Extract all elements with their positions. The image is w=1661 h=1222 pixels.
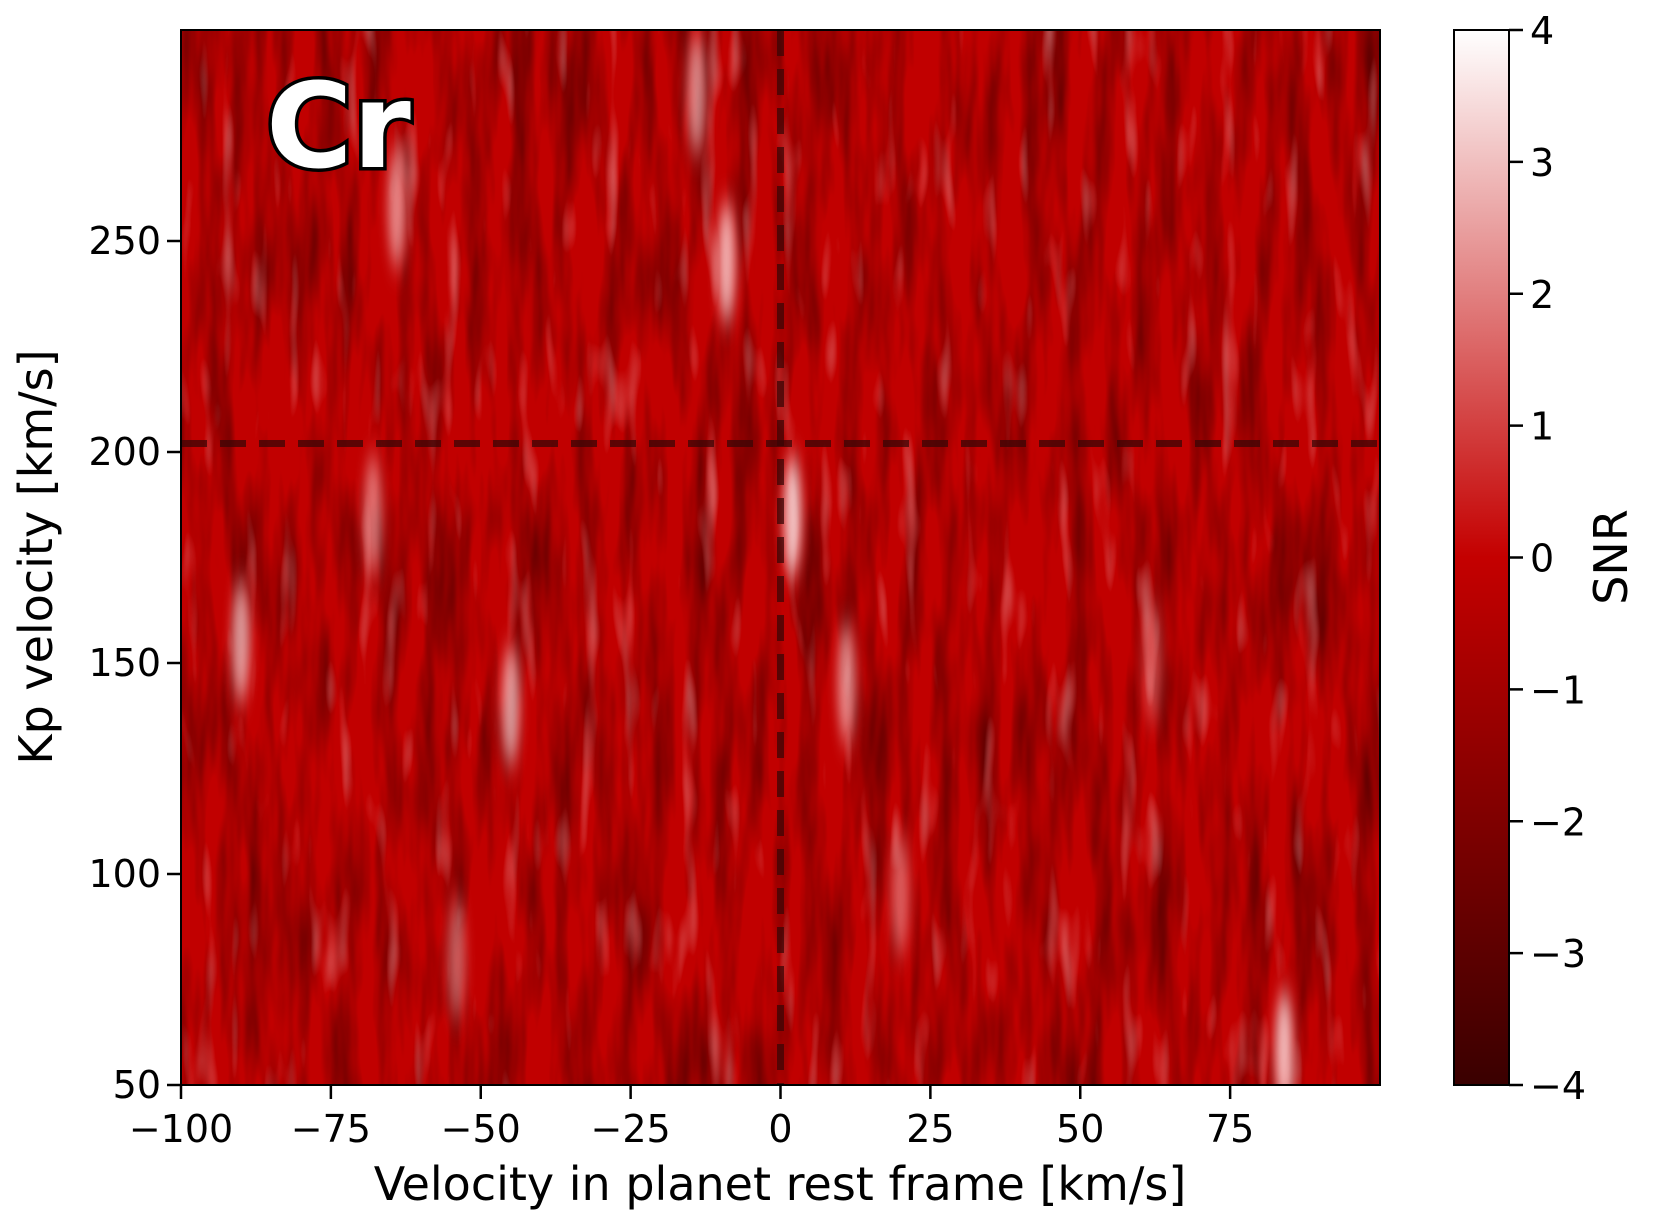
x-tick-label: −100	[129, 1107, 233, 1151]
colorbar-label: SNR	[1584, 509, 1638, 605]
snr-feature	[1275, 991, 1294, 1085]
y-tick-label: 50	[113, 1063, 161, 1107]
snr-feature	[717, 202, 736, 323]
snr-feature	[231, 581, 250, 702]
y-tick-label: 150	[88, 641, 161, 685]
colorbar-tick-label: 1	[1530, 405, 1554, 449]
snr-feature	[363, 455, 382, 576]
y-tick-label: 200	[88, 430, 161, 474]
x-tick-label: −75	[291, 1107, 371, 1151]
y-axis: 50 100 150 200 250	[88, 219, 181, 1107]
colorbar-tick-label: 0	[1530, 537, 1554, 581]
colorbar-tick-label: −3	[1530, 932, 1586, 976]
snr-feature	[387, 147, 406, 268]
snr-feature	[1143, 603, 1162, 723]
snr-feature	[447, 898, 466, 1019]
colorbar-tick-label: −4	[1530, 1064, 1586, 1108]
y-tick-label: 250	[88, 219, 161, 263]
x-tick-label: 0	[768, 1107, 792, 1151]
heatmap-area	[181, 30, 1380, 1085]
snr-feature	[687, 33, 706, 154]
x-tick-label: 75	[1206, 1107, 1254, 1151]
snr-feature	[783, 455, 802, 576]
y-tick-label: 100	[88, 852, 161, 896]
x-tick-label: −50	[441, 1107, 521, 1151]
heatmap-features	[231, 33, 1294, 1085]
colorbar	[1453, 29, 1510, 1086]
colorbar-tick-label: 2	[1530, 273, 1554, 317]
x-tick-label: −25	[591, 1107, 671, 1151]
y-axis-label: Kp velocity [km/s]	[9, 349, 63, 764]
species-annotation: Cr	[266, 57, 411, 195]
snr-feature	[891, 835, 910, 956]
colorbar-tick-label: 3	[1530, 141, 1554, 185]
snr-feature	[501, 645, 520, 766]
colorbar-tick-label: −1	[1530, 668, 1586, 712]
x-tick-label: 25	[906, 1107, 954, 1151]
x-tick-label: 50	[1056, 1107, 1104, 1151]
colorbar-axis: 4 3 2 1 0 −1 −2 −3 −4	[1509, 9, 1586, 1108]
snr-feature	[837, 624, 856, 745]
x-axis-label: Velocity in planet rest frame [km/s]	[374, 1157, 1187, 1211]
colorbar-tick-label: −2	[1530, 800, 1586, 844]
colorbar-tick-label: 4	[1530, 9, 1554, 53]
x-axis: −100 −75 −50 −25 0 25 50 75	[129, 1085, 1254, 1151]
